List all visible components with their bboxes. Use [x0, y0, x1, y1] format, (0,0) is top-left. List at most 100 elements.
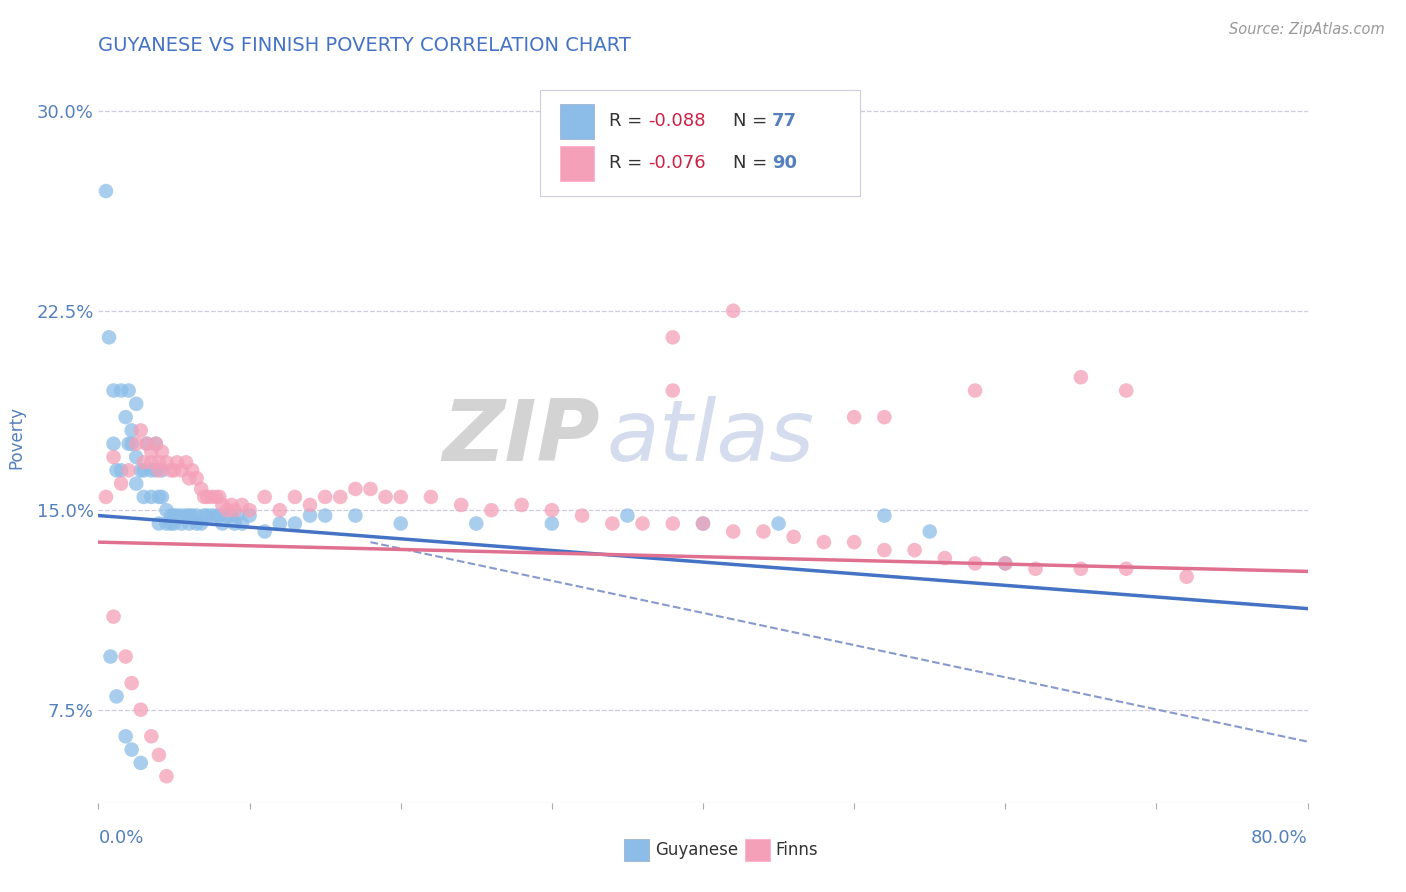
Point: [253, 490, 276, 504]
Point: [360, 482, 382, 496]
Point: [389, 516, 412, 531]
Text: GUYANESE VS FINNISH POVERTY CORRELATION CHART: GUYANESE VS FINNISH POVERTY CORRELATION …: [98, 36, 631, 54]
Point: [170, 516, 193, 531]
Point: [269, 503, 291, 517]
Point: [100, 649, 122, 664]
Point: [160, 463, 183, 477]
Point: [1024, 562, 1046, 576]
Point: [510, 498, 533, 512]
Point: [103, 384, 125, 398]
Point: [98, 330, 121, 344]
Point: [150, 444, 173, 458]
Point: [211, 498, 233, 512]
Point: [211, 516, 233, 531]
Point: [125, 450, 148, 464]
Point: [148, 747, 170, 762]
Point: [148, 463, 170, 477]
Point: [132, 455, 155, 469]
Text: 77: 77: [772, 112, 797, 130]
Point: [125, 397, 148, 411]
Text: -0.076: -0.076: [648, 153, 706, 172]
Point: [148, 516, 170, 531]
Point: [284, 516, 307, 531]
Point: [105, 690, 128, 704]
Point: [344, 482, 367, 496]
Point: [145, 436, 167, 450]
Point: [135, 436, 157, 450]
Point: [692, 516, 714, 531]
Point: [114, 729, 136, 743]
Text: ZIP: ZIP: [443, 395, 600, 479]
Point: [752, 524, 775, 539]
Point: [616, 508, 638, 523]
Point: [965, 384, 987, 398]
Point: [132, 490, 155, 504]
Point: [118, 384, 141, 398]
Point: [193, 490, 215, 504]
Point: [208, 490, 231, 504]
Text: Finns: Finns: [776, 841, 818, 859]
Point: [965, 557, 987, 571]
Point: [125, 436, 148, 450]
Point: [129, 424, 152, 438]
Point: [148, 455, 170, 469]
Point: [121, 676, 143, 690]
Point: [118, 436, 141, 450]
Point: [186, 471, 208, 485]
Point: [105, 463, 128, 477]
FancyBboxPatch shape: [561, 146, 595, 181]
Point: [201, 490, 224, 504]
Point: [186, 508, 208, 523]
Point: [465, 516, 488, 531]
Point: [121, 424, 143, 438]
Point: [661, 330, 683, 344]
Point: [221, 508, 243, 523]
Point: [602, 516, 624, 531]
Point: [110, 384, 132, 398]
Point: [420, 490, 443, 504]
Point: [224, 516, 246, 531]
Point: [314, 508, 336, 523]
Point: [179, 471, 201, 485]
Point: [155, 516, 177, 531]
Point: [1070, 370, 1092, 384]
Point: [844, 410, 866, 425]
Point: [221, 498, 243, 512]
Point: [170, 463, 193, 477]
Point: [145, 463, 167, 477]
Point: [844, 535, 866, 549]
Point: [571, 508, 593, 523]
Point: [918, 524, 941, 539]
Text: -0.088: -0.088: [648, 112, 706, 130]
Point: [94, 184, 117, 198]
FancyBboxPatch shape: [540, 90, 860, 195]
Point: [374, 490, 396, 504]
Point: [121, 436, 143, 450]
Point: [114, 410, 136, 425]
Point: [181, 508, 204, 523]
Point: [873, 543, 896, 558]
Point: [205, 508, 228, 523]
Text: 90: 90: [772, 153, 797, 172]
Point: [141, 463, 163, 477]
Text: 80.0%: 80.0%: [1251, 829, 1308, 847]
Y-axis label: Poverty: Poverty: [7, 406, 25, 468]
Point: [155, 503, 177, 517]
Point: [125, 476, 148, 491]
Point: [540, 516, 562, 531]
Point: [540, 503, 562, 517]
Point: [904, 543, 927, 558]
Point: [129, 703, 152, 717]
Point: [155, 455, 177, 469]
Text: N =: N =: [734, 153, 773, 172]
Point: [94, 490, 117, 504]
Point: [661, 384, 683, 398]
Point: [783, 530, 806, 544]
Point: [135, 436, 157, 450]
Point: [190, 482, 212, 496]
Point: [166, 508, 188, 523]
Point: [239, 508, 262, 523]
Point: [253, 524, 276, 539]
Point: [141, 729, 163, 743]
Point: [174, 508, 197, 523]
